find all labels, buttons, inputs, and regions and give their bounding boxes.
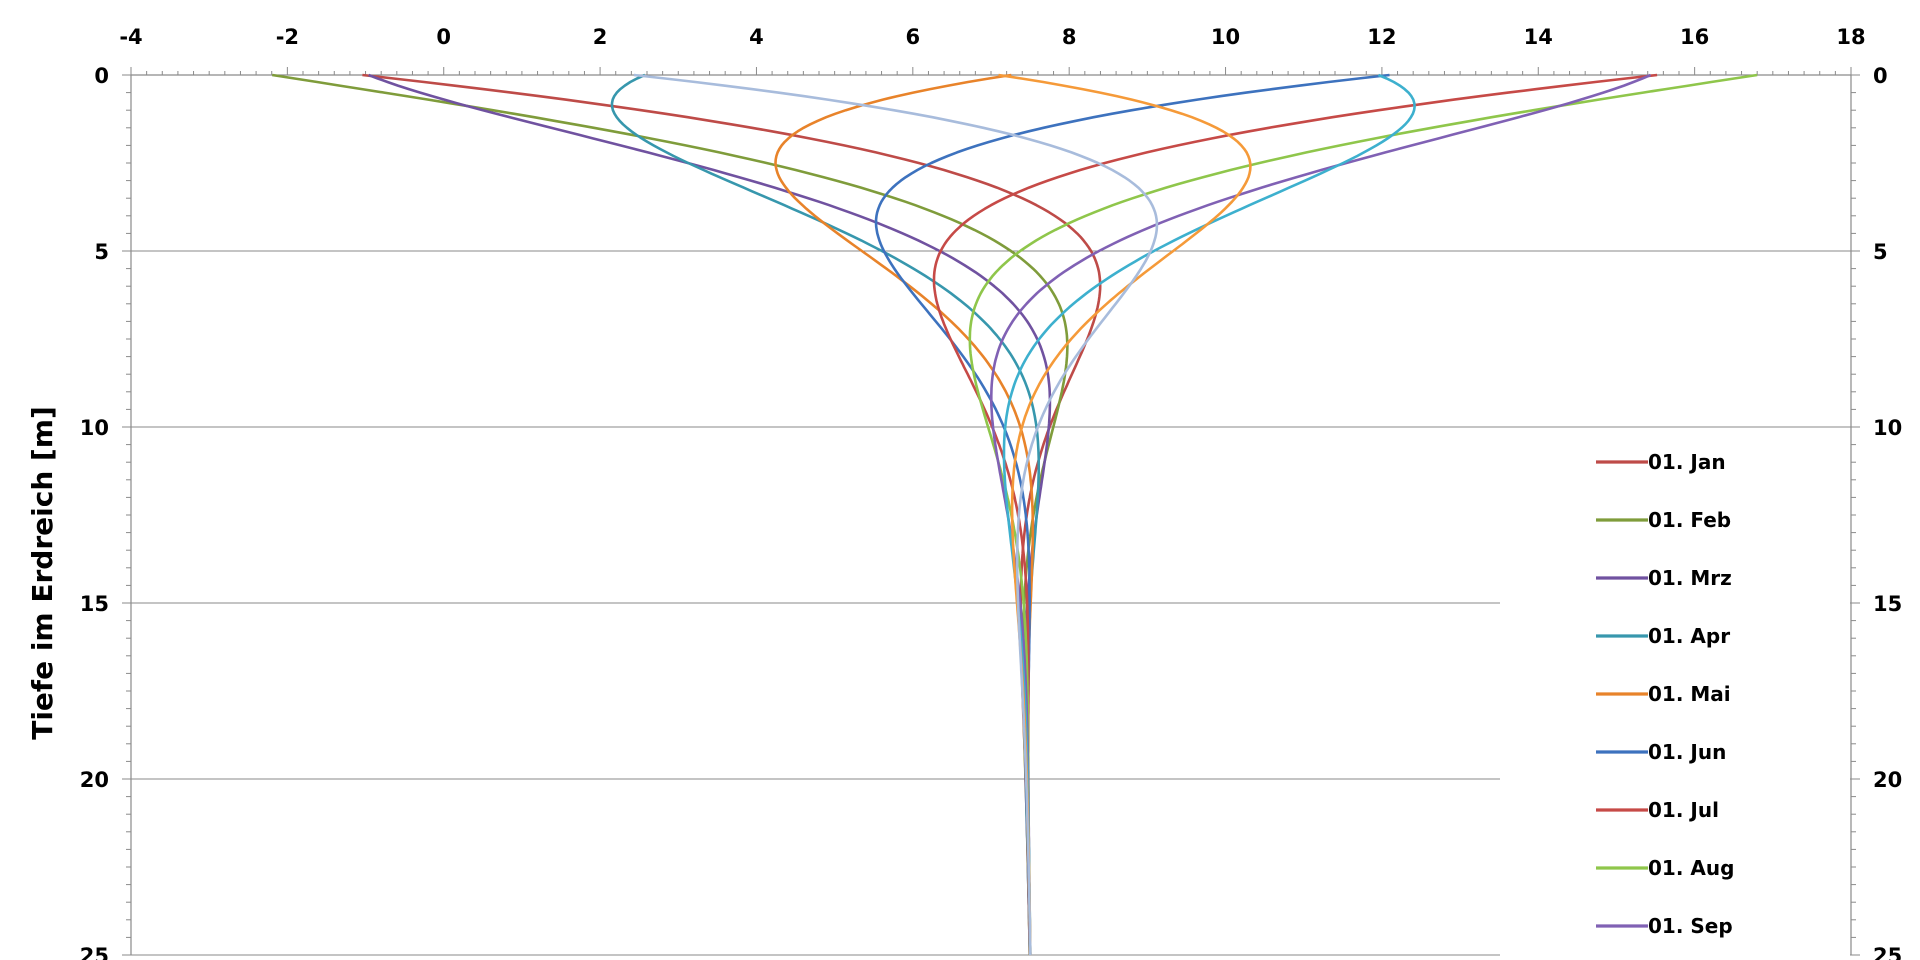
x-tick-label: 2 [593, 25, 608, 49]
legend-label: 01. Jun [1648, 740, 1726, 764]
legend-label: 01. Apr [1648, 624, 1730, 648]
legend-label: 01. Feb [1648, 508, 1731, 532]
legend-label: 01. Jul [1648, 798, 1719, 822]
series-line-10 [1002, 73, 1416, 956]
y-axis-right: 0 5 10 15 20 25 [1850, 64, 1902, 960]
series-line-4 [610, 73, 1040, 956]
legend-label: 01. Mrz [1648, 566, 1732, 590]
legend-label: 01. Jan [1648, 450, 1726, 474]
series-line-12 [633, 73, 1159, 955]
x-axis-top: -4 -2 0 2 4 6 8 10 12 14 16 18 [119, 25, 1866, 76]
y-tick-label-right: 10 [1873, 416, 1902, 440]
y-axis-left: 0 5 10 15 20 25 [80, 64, 132, 960]
x-tick-label: 4 [749, 25, 764, 49]
x-tick-label: 18 [1836, 25, 1865, 49]
y-axis-title: Tiefe im Erdreich [m] [26, 406, 59, 740]
y-tick-label-left: 25 [80, 944, 109, 960]
y-tick-label-left: 5 [94, 240, 109, 264]
y-tick-label-left: 20 [80, 768, 109, 792]
legend-label: 01. Aug [1648, 856, 1734, 880]
series-lines [271, 73, 1758, 956]
y-tick-label-right: 20 [1873, 768, 1902, 792]
y-tick-label-right: 15 [1873, 592, 1902, 616]
x-tick-label: 12 [1367, 25, 1396, 49]
legend-background [1500, 430, 1850, 960]
y-tick-label-left: 0 [94, 64, 109, 88]
x-tick-label: 10 [1211, 25, 1240, 49]
x-tick-label: 16 [1680, 25, 1709, 49]
x-tick-label: -2 [276, 25, 299, 49]
x-tick-label: 0 [436, 25, 451, 49]
y-tick-label-right: 25 [1873, 944, 1902, 960]
y-tick-label-left: 10 [80, 416, 109, 440]
series-line-3 [368, 73, 1052, 955]
series-line-6 [874, 73, 1390, 955]
y-tick-label-right: 0 [1873, 64, 1888, 88]
legend-label: 01. Mai [1648, 682, 1731, 706]
x-tick-label: 8 [1062, 25, 1077, 49]
series-line-5 [774, 73, 1035, 956]
x-tick-label: -4 [119, 25, 142, 49]
series-line-2 [271, 73, 1069, 956]
legend-box [1500, 430, 1850, 960]
legend: 01. Jan 01. Feb 01. Mrz 01. Apr 01. Mai 01. J… [1596, 450, 1734, 938]
x-tick-label: 14 [1524, 25, 1553, 49]
x-tick-label: 6 [906, 25, 921, 49]
legend-label: 01. Sep [1648, 914, 1733, 938]
y-tick-label-right: 5 [1873, 240, 1888, 264]
y-tick-label-left: 15 [80, 592, 109, 616]
